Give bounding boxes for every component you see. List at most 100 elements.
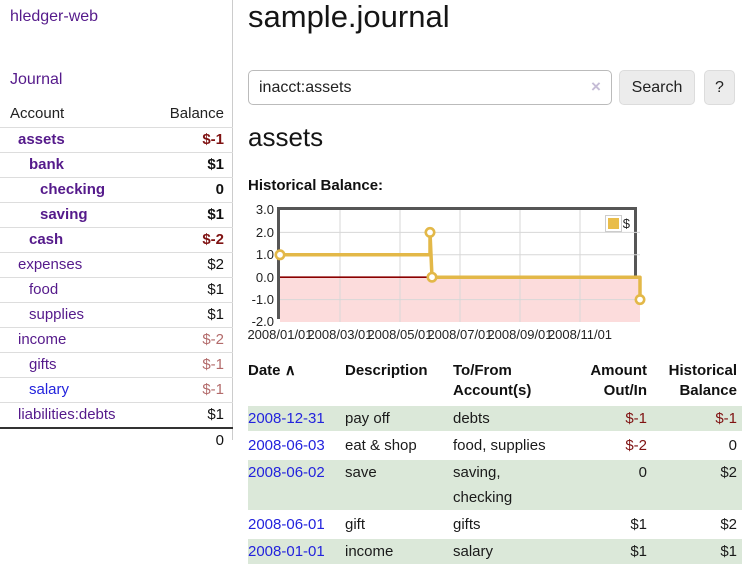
accounts-total-value: 0 <box>142 427 233 453</box>
account-link-salary[interactable]: salary <box>29 381 70 398</box>
transaction-amount: $-1 <box>625 410 647 427</box>
transaction-description: pay off <box>345 410 390 427</box>
accounts-total-row: 0 <box>0 427 233 453</box>
transaction-description: eat & shop <box>345 437 417 454</box>
transaction-accounts: saving, checking <box>453 464 513 506</box>
account-heading: assets <box>248 122 324 152</box>
transaction-balance: $2 <box>720 464 737 481</box>
accounts-header-row: Account Balance <box>0 100 233 128</box>
accounts-table: Account Balance assets $-1 bank $1 check… <box>0 100 233 453</box>
transaction-description: income <box>345 543 394 560</box>
header-account: To/From Account(s) <box>453 362 532 399</box>
transaction-date-link[interactable]: 2008-01-01 <box>248 543 325 560</box>
chart-title: Historical Balance: <box>248 177 384 194</box>
transaction-accounts: debts <box>453 410 490 427</box>
y-tick-label: 3.0 <box>255 202 274 217</box>
sidebar: hledger-web Journal Account Balance asse… <box>0 0 233 453</box>
account-balance: $-1 <box>142 377 233 403</box>
legend-label: $ <box>622 216 630 231</box>
x-tick-label: 2008/05/01 <box>367 327 433 342</box>
account-row-cash: cash $-2 <box>0 227 233 253</box>
balance-step-line <box>274 210 646 322</box>
transactions-table: Date ∧ Description To/From Account(s) Am… <box>248 359 742 566</box>
transaction-row: 2008-06-01 gift gifts $1 $2 <box>248 512 742 537</box>
account-balance: $-2 <box>142 327 233 353</box>
account-link-food[interactable]: food <box>29 281 59 298</box>
account-balance: $1 <box>142 152 233 178</box>
account-row-gifts: gifts $-1 <box>0 352 233 378</box>
account-row-expenses: expenses $2 <box>0 252 233 278</box>
transaction-amount: $1 <box>630 516 647 533</box>
page-title: sample.journal <box>248 0 450 34</box>
account-link-bank[interactable]: bank <box>29 156 65 173</box>
app-brand-link[interactable]: hledger-web <box>10 8 99 25</box>
account-link-assets[interactable]: assets <box>18 131 65 148</box>
accounts-header-balance: Balance <box>169 105 224 122</box>
historical-balance-chart: 3.0 2.0 1.0 0.0 -1.0 -2.0 $ 2008/01 <box>247 202 678 348</box>
transaction-balance: $1 <box>720 543 737 560</box>
account-balance: $1 <box>142 202 233 228</box>
header-date[interactable]: Date ∧ <box>248 362 296 379</box>
transaction-date-link[interactable]: 2008-06-03 <box>248 437 325 454</box>
transaction-amount: 0 <box>638 464 647 481</box>
transaction-date-link[interactable]: 2008-06-01 <box>248 516 325 533</box>
y-tick-label: -2.0 <box>251 314 274 329</box>
transaction-amount: $1 <box>630 543 647 560</box>
x-tick-label: 2008/09/01 <box>487 327 553 342</box>
x-tick-label: 2008/01/01 <box>247 327 313 342</box>
account-row-supplies: supplies $1 <box>0 302 233 328</box>
search-input[interactable] <box>248 70 612 105</box>
transaction-date-link[interactable]: 2008-06-02 <box>248 464 325 481</box>
account-link-expenses[interactable]: expenses <box>18 256 83 273</box>
account-link-income[interactable]: income <box>18 331 67 348</box>
y-tick-label: -1.0 <box>251 292 274 307</box>
x-tick-label: 2008/11/01 <box>547 327 613 342</box>
account-balance: $-2 <box>142 227 233 253</box>
transaction-row: 2008-06-02 save saving, checking 0 $2 <box>248 460 742 510</box>
account-balance: $1 <box>142 402 233 428</box>
transaction-date-link[interactable]: 2008-12-31 <box>248 410 325 427</box>
search-button[interactable]: Search <box>619 70 695 105</box>
transaction-description: save <box>345 464 377 481</box>
transaction-row: 2008-12-31 pay off debts $-1 $-1 <box>248 406 742 431</box>
account-row-bank: bank $1 <box>0 152 233 178</box>
x-tick-label: 2008/07/01 <box>427 327 493 342</box>
transaction-amount: $-2 <box>625 437 647 454</box>
accounts-header-account: Account <box>10 105 65 122</box>
help-button[interactable]: ? <box>704 70 735 105</box>
account-link-cash[interactable]: cash <box>29 231 64 248</box>
account-link-saving[interactable]: saving <box>40 206 88 223</box>
account-row-food: food $1 <box>0 277 233 303</box>
account-balance: $1 <box>142 277 233 303</box>
transaction-description: gift <box>345 516 366 533</box>
account-row-saving: saving $1 <box>0 202 233 228</box>
transaction-row: 2008-06-03 eat & shop food, supplies $-2… <box>248 433 742 458</box>
transactions-header-row: Date ∧ Description To/From Account(s) Am… <box>248 361 742 404</box>
plot-area: $ <box>274 207 646 322</box>
header-description: Description <box>345 362 428 379</box>
y-tick-label: 2.0 <box>255 225 274 240</box>
clear-search-icon[interactable]: × <box>591 77 601 96</box>
account-link-checking[interactable]: checking <box>40 181 106 198</box>
nav-journal-link[interactable]: Journal <box>10 71 63 88</box>
transaction-accounts: food, supplies <box>453 437 546 454</box>
header-amount: Amount Out/In <box>590 362 647 399</box>
account-balance: $1 <box>142 302 233 328</box>
transaction-balance: $2 <box>720 516 737 533</box>
transaction-balance: 0 <box>728 437 737 454</box>
account-row-checking: checking 0 <box>0 177 233 203</box>
chart-legend: $ <box>604 215 630 232</box>
account-balance: $-1 <box>142 352 233 378</box>
account-link-gifts[interactable]: gifts <box>29 356 57 373</box>
header-balance: Historical Balance <box>668 362 737 399</box>
account-row-liabilities-debts: liabilities:debts $1 <box>0 402 233 428</box>
account-link-liabilities-debts[interactable]: liabilities:debts <box>18 406 116 423</box>
account-link-supplies[interactable]: supplies <box>29 306 85 323</box>
account-balance: $-1 <box>142 127 233 153</box>
transaction-row: 2008-01-01 income salary $1 $1 <box>248 539 742 564</box>
sort-ascending-icon: ∧ <box>284 362 296 379</box>
y-tick-label: 0.0 <box>255 270 274 285</box>
account-row-income: income $-2 <box>0 327 233 353</box>
x-tick-label: 2008/03/01 <box>307 327 373 342</box>
transaction-accounts: salary <box>453 543 494 560</box>
